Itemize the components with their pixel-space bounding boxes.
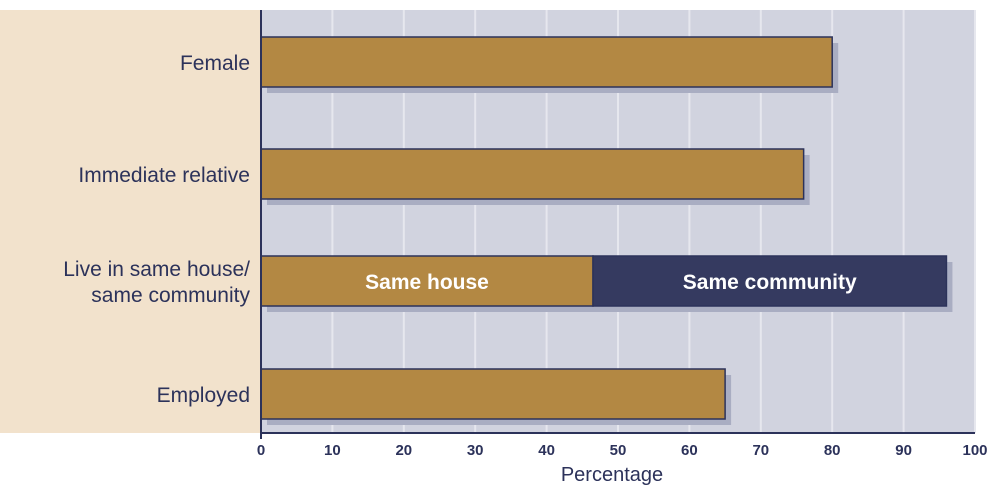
category-label: Live in same house/ [63,258,250,281]
x-tick-label: 50 [610,442,627,459]
x-tick-label: 40 [538,442,555,459]
series-label: Same house [365,271,489,294]
x-tick-label: 10 [324,442,341,459]
x-tick-label: 70 [752,442,769,459]
bar-segment [260,255,594,307]
bar-segment [260,36,833,88]
x-tick-label: 90 [895,442,912,459]
category-label-panel [0,10,261,433]
category-label: Female [180,52,250,75]
bar-segment [260,368,726,420]
x-axis-title: Percentage [561,464,663,486]
x-tick-label: 60 [681,442,698,459]
series-label: Same community [683,271,857,294]
x-tick-label: 30 [467,442,484,459]
bar-segment [260,148,805,200]
category-label: Employed [157,384,250,407]
x-tick-label: 0 [257,442,265,459]
x-tick-label: 80 [824,442,841,459]
category-label: same community [91,284,250,307]
x-tick-label: 100 [962,442,987,459]
x-tick-label: 20 [395,442,412,459]
bar-segment [592,255,948,307]
category-label: Immediate relative [78,164,250,187]
